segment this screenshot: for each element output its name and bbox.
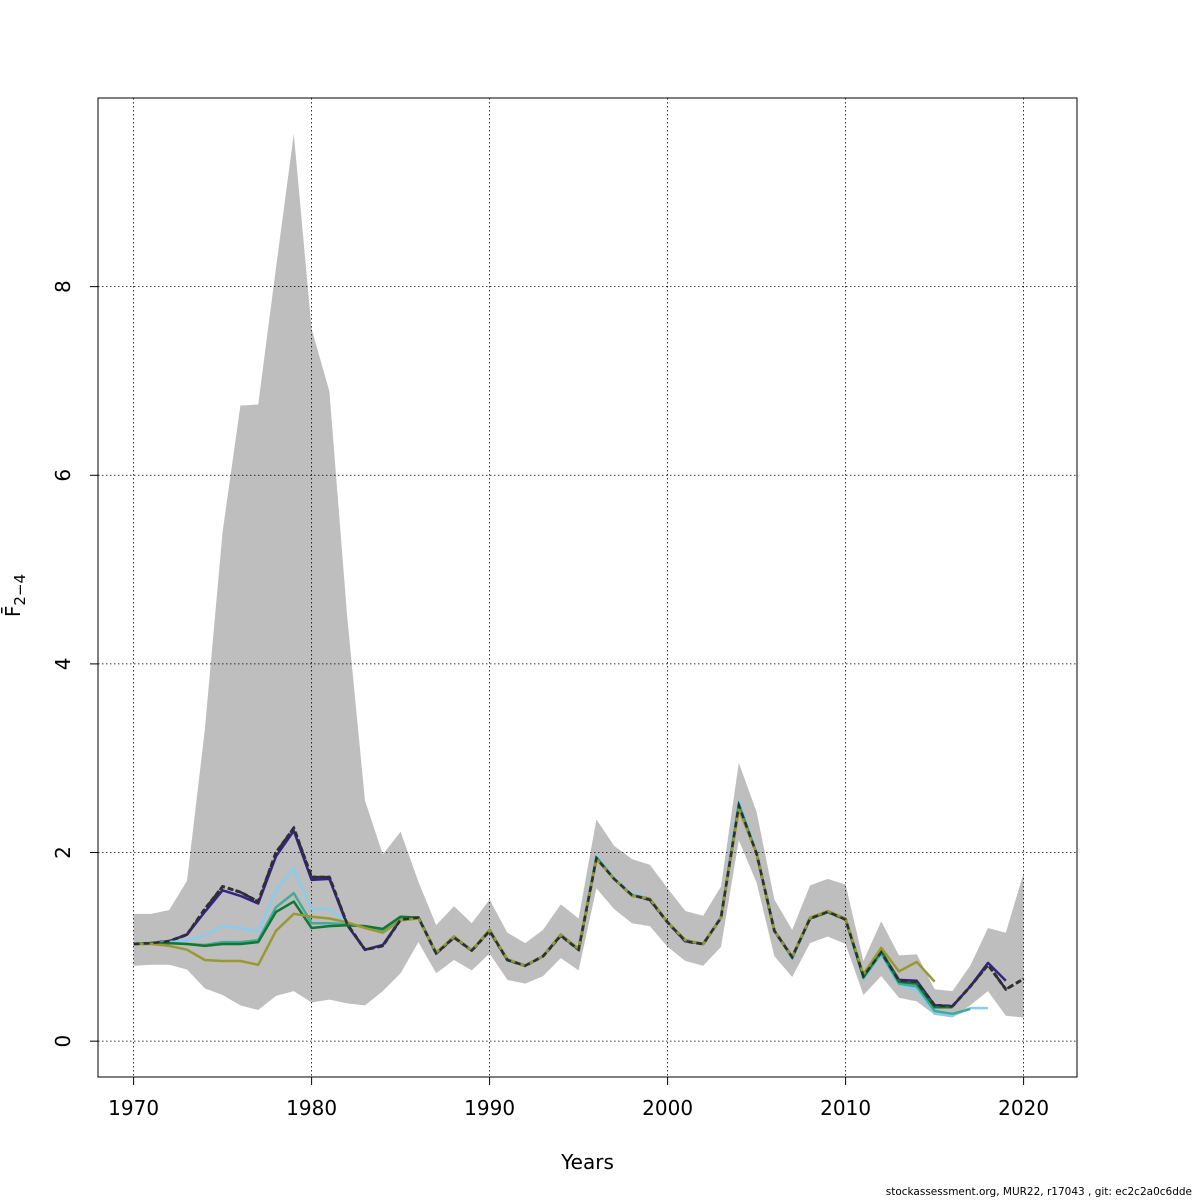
x-tick-label: 1990 <box>464 1096 515 1120</box>
x-tick-label: 2000 <box>642 1096 693 1120</box>
footer-credit: stockassessment.org, MUR22, r17043 , git… <box>885 1186 1192 1198</box>
series-lines <box>133 799 1025 1017</box>
y-axis-label-subscript: 2−4 <box>11 574 29 606</box>
y-axis-label: F̄2−4 <box>0 574 29 617</box>
y-axis-label-text: F̄2−4 <box>0 574 29 617</box>
confidence-band-area <box>133 133 1024 1018</box>
x-tick-label: 2020 <box>998 1096 1049 1120</box>
x-axis-label: Years <box>560 1150 614 1174</box>
y-axis-label-main: F̄ <box>0 606 25 618</box>
x-tick-label: 1970 <box>108 1096 159 1120</box>
y-axis: 0 2 4 6 8 <box>51 280 99 1048</box>
y-tick-label: 2 <box>51 846 75 859</box>
grid <box>98 98 1077 1077</box>
x-tick-label: 2010 <box>820 1096 871 1120</box>
confidence-band <box>133 133 1024 1018</box>
x-axis: 1970 1980 1990 2000 2010 2020 <box>108 1076 1049 1120</box>
y-tick-label: 8 <box>51 280 75 293</box>
x-tick-label: 1980 <box>286 1096 337 1120</box>
series-line-dashed-overlay <box>133 800 1025 1008</box>
y-tick-label: 0 <box>51 1035 75 1048</box>
y-tick-label: 4 <box>51 658 75 671</box>
y-tick-label: 6 <box>51 469 75 482</box>
